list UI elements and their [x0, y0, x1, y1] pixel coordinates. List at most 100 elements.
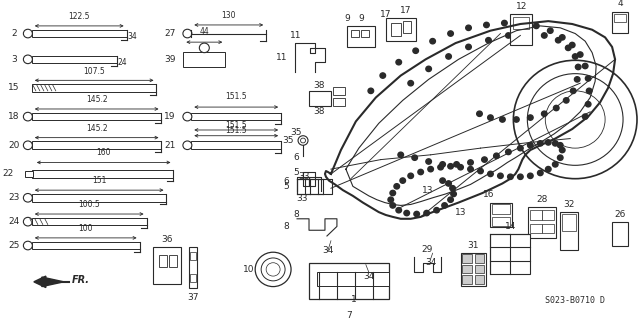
Circle shape: [577, 52, 583, 57]
Circle shape: [541, 111, 547, 116]
Circle shape: [396, 208, 401, 213]
Bar: [25, 171, 33, 177]
Bar: [474, 275, 484, 284]
Circle shape: [24, 112, 33, 121]
Circle shape: [466, 25, 471, 31]
Bar: [529, 207, 556, 238]
Text: 36: 36: [162, 235, 173, 244]
Circle shape: [424, 211, 429, 216]
Text: 5: 5: [293, 167, 299, 176]
Text: 5: 5: [284, 182, 289, 191]
Bar: [461, 254, 472, 263]
Circle shape: [557, 155, 563, 160]
Circle shape: [527, 173, 533, 179]
Circle shape: [513, 60, 637, 179]
Bar: [32, 84, 156, 92]
Circle shape: [390, 203, 396, 208]
Bar: [461, 253, 486, 286]
Circle shape: [545, 91, 605, 148]
Bar: [361, 30, 369, 37]
Circle shape: [518, 174, 523, 180]
Text: 12: 12: [516, 2, 527, 11]
Circle shape: [454, 162, 460, 167]
Text: 17: 17: [380, 10, 392, 19]
Circle shape: [488, 115, 493, 120]
Circle shape: [565, 45, 571, 50]
Circle shape: [261, 258, 285, 281]
Circle shape: [545, 140, 551, 145]
Circle shape: [380, 73, 385, 78]
Circle shape: [24, 141, 33, 150]
Bar: [612, 11, 628, 33]
Circle shape: [183, 112, 192, 121]
Text: 7: 7: [346, 311, 352, 319]
Circle shape: [518, 145, 523, 151]
Circle shape: [570, 42, 575, 48]
Bar: [32, 194, 166, 202]
Text: 8: 8: [293, 211, 299, 219]
Circle shape: [559, 35, 565, 40]
Circle shape: [183, 141, 192, 150]
Bar: [32, 170, 173, 178]
Circle shape: [586, 88, 592, 93]
Text: 34: 34: [127, 32, 138, 41]
Circle shape: [418, 169, 424, 175]
Bar: [32, 113, 161, 121]
Bar: [32, 218, 147, 226]
Text: 44: 44: [200, 27, 209, 36]
Bar: [347, 26, 375, 47]
Circle shape: [527, 74, 623, 165]
Bar: [531, 224, 542, 233]
Circle shape: [450, 186, 456, 191]
Text: 34: 34: [425, 258, 436, 267]
Text: 151: 151: [92, 176, 106, 185]
Bar: [191, 141, 281, 149]
Text: 21: 21: [164, 141, 175, 150]
Text: 107.5: 107.5: [83, 67, 105, 76]
Bar: [351, 30, 359, 37]
Circle shape: [199, 43, 209, 53]
Circle shape: [488, 171, 493, 177]
Text: 37: 37: [188, 293, 199, 301]
Text: 34: 34: [363, 271, 374, 281]
Bar: [333, 99, 345, 106]
Text: 34: 34: [323, 246, 333, 255]
Circle shape: [586, 101, 591, 107]
Circle shape: [508, 174, 513, 180]
Text: 28: 28: [536, 195, 548, 204]
Text: 100.5: 100.5: [78, 200, 100, 209]
Text: 4: 4: [617, 0, 623, 8]
Bar: [510, 14, 532, 45]
Circle shape: [524, 31, 529, 36]
Circle shape: [541, 33, 547, 38]
Circle shape: [559, 147, 565, 153]
Text: 6: 6: [284, 177, 289, 186]
Circle shape: [451, 191, 456, 197]
Bar: [32, 56, 116, 63]
Circle shape: [500, 117, 505, 122]
Circle shape: [556, 38, 561, 43]
Circle shape: [498, 173, 503, 179]
Circle shape: [412, 155, 417, 160]
Circle shape: [547, 28, 553, 33]
Bar: [391, 23, 401, 36]
Bar: [474, 265, 484, 273]
Text: 3: 3: [11, 55, 17, 64]
Bar: [154, 248, 181, 284]
Circle shape: [440, 178, 445, 183]
Circle shape: [552, 141, 558, 146]
Bar: [386, 18, 416, 41]
Bar: [461, 265, 472, 273]
Text: 151.5: 151.5: [225, 121, 247, 130]
Bar: [542, 224, 554, 233]
Text: 16: 16: [483, 190, 494, 199]
Circle shape: [398, 152, 404, 158]
Text: 1: 1: [351, 295, 356, 304]
Circle shape: [506, 33, 511, 38]
Bar: [474, 254, 484, 263]
Circle shape: [408, 80, 413, 86]
Text: 122.5: 122.5: [68, 12, 90, 21]
Text: 33: 33: [296, 194, 308, 203]
Circle shape: [298, 136, 308, 145]
Bar: [309, 263, 388, 299]
